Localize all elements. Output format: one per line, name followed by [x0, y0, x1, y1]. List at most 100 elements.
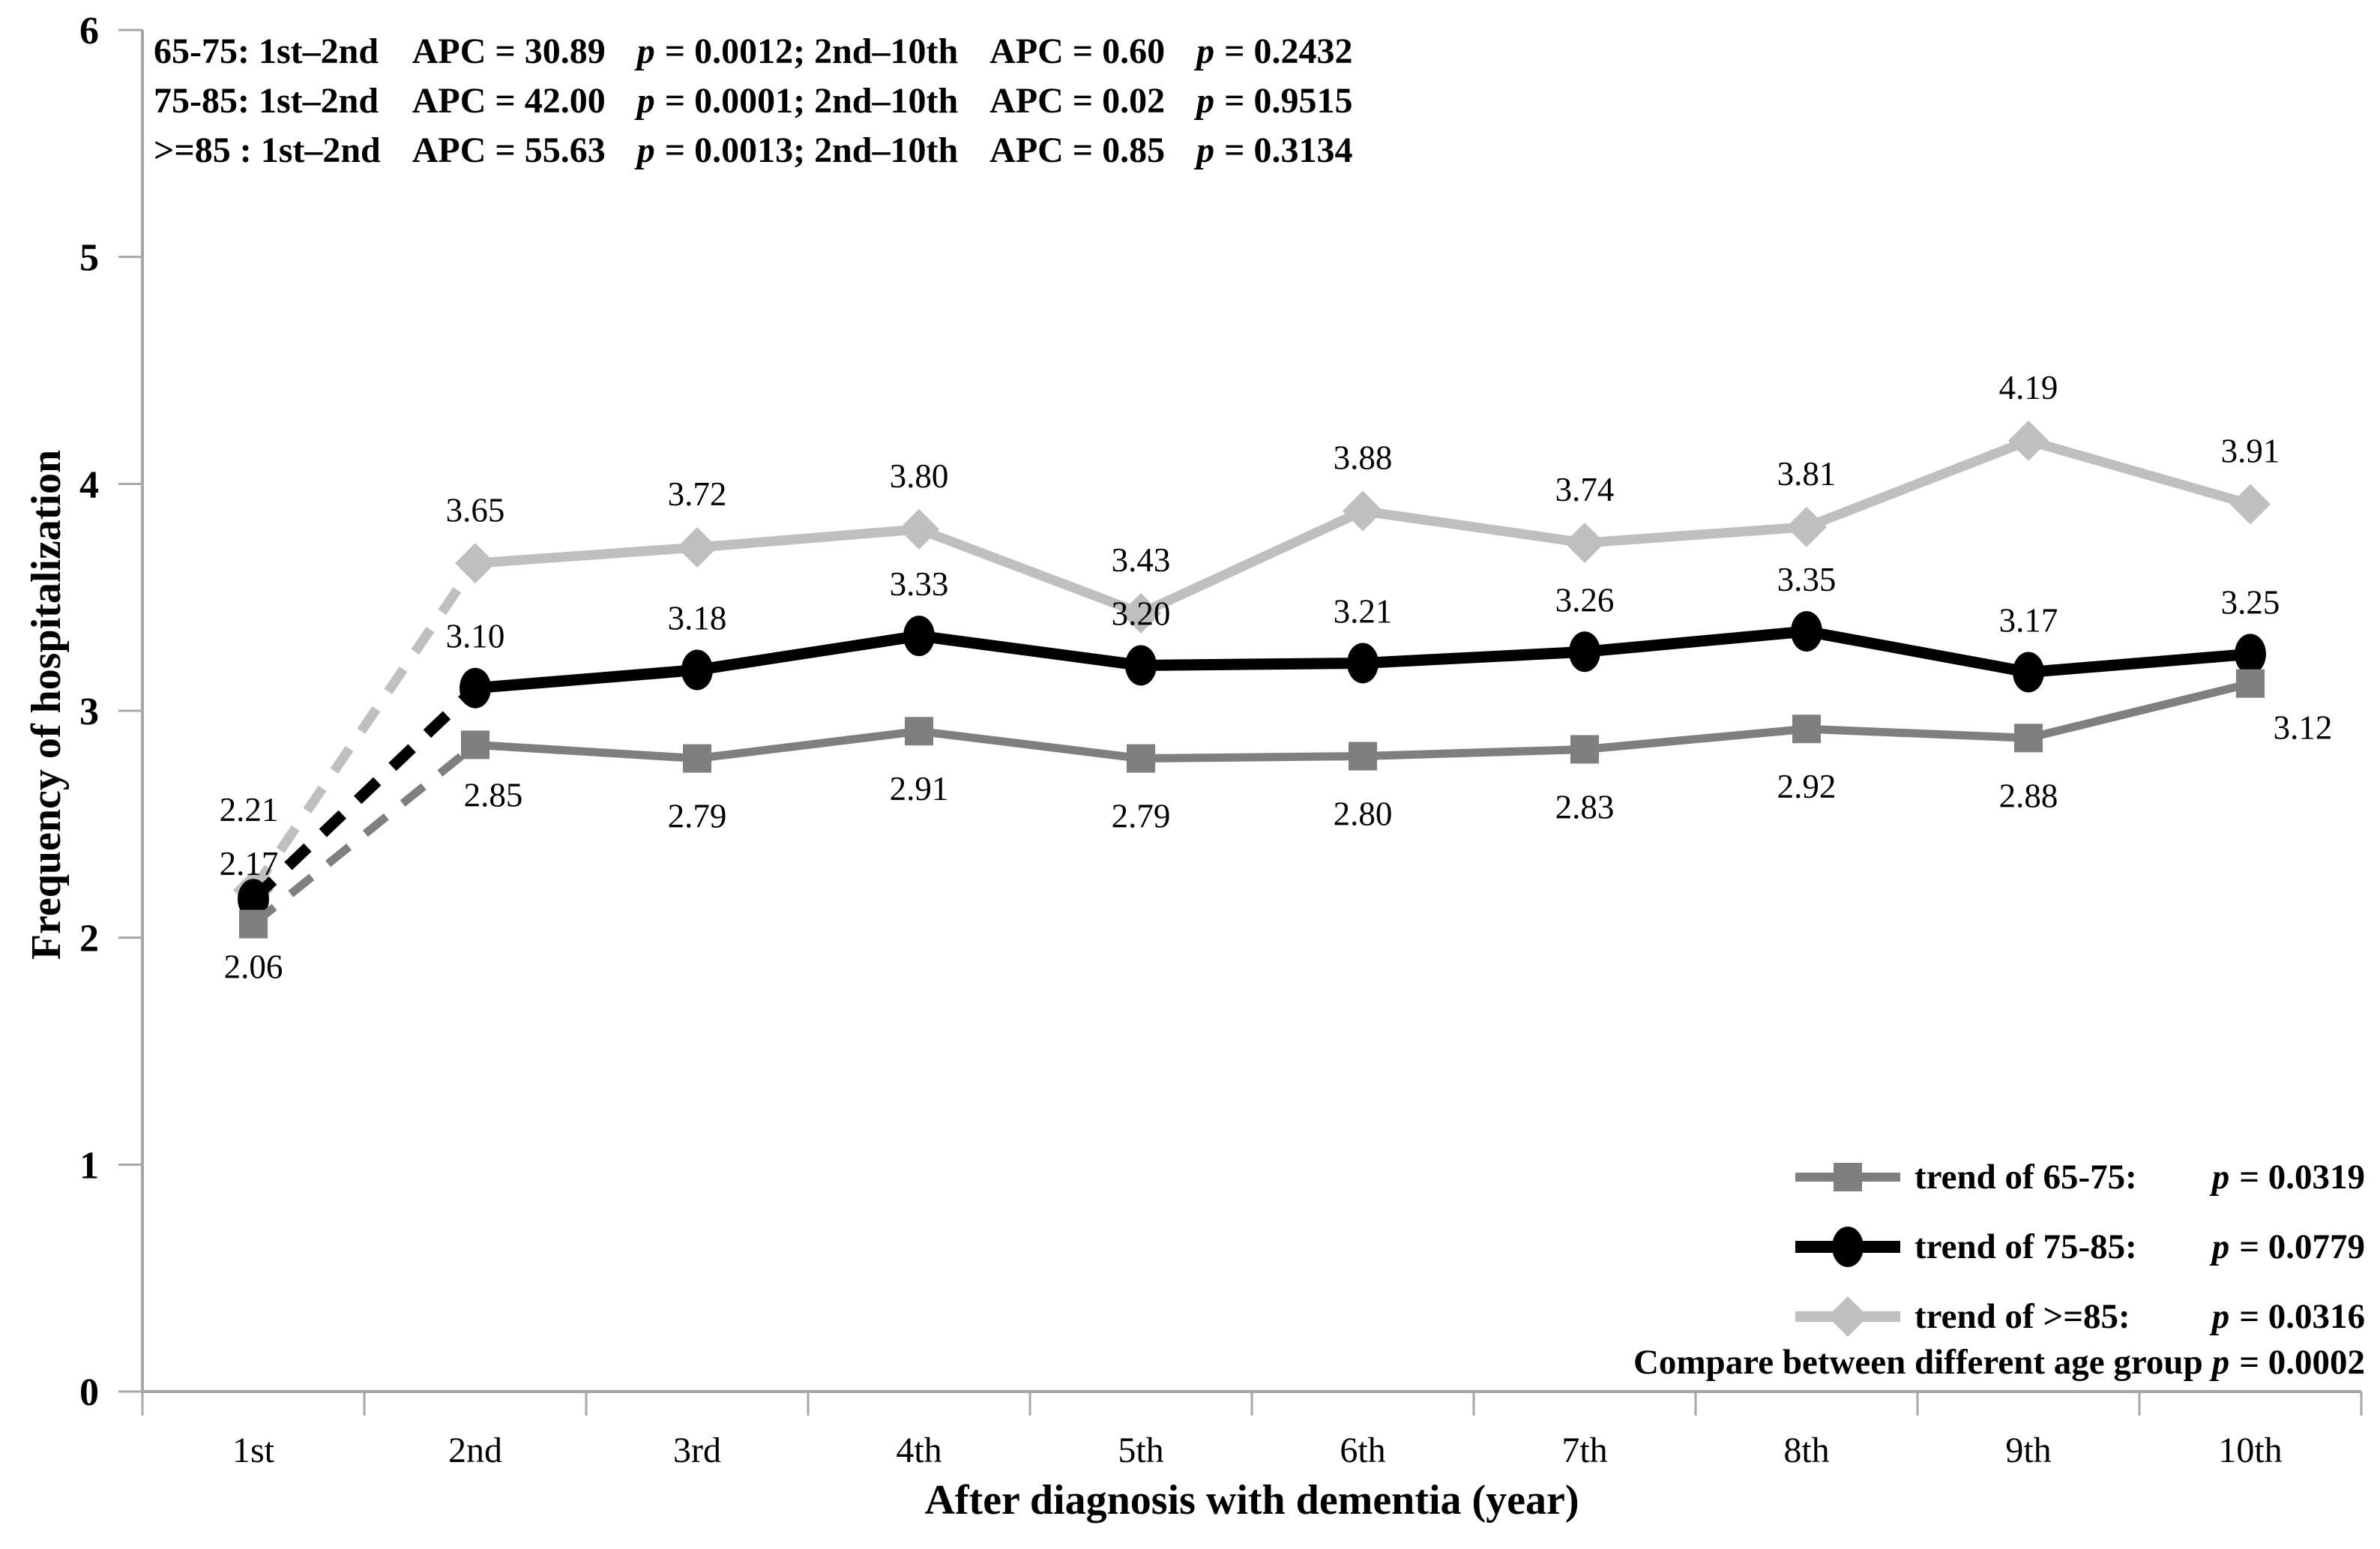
- point-label: 3.43: [1112, 541, 1171, 579]
- square-marker: [2014, 724, 2043, 753]
- stat-line-1-p1: p = 0.0012; 2nd–10th: [636, 31, 959, 71]
- stat-line-3-p2: p = 0.3134: [1196, 130, 1353, 170]
- point-label: 3.74: [1555, 471, 1615, 508]
- diamond-marker: [1121, 592, 1161, 634]
- stat-line-2-head: 75-85: 1st–2nd: [154, 81, 379, 121]
- square-marker: [461, 730, 489, 760]
- square-marker: [905, 717, 933, 746]
- point-label: 3.72: [668, 475, 727, 513]
- diamond-marker: [2230, 484, 2271, 525]
- point-label: 2.88: [1999, 777, 2058, 814]
- stat-line-3-p1: p = 0.0013; 2nd–10th: [636, 130, 959, 170]
- diamond-marker: [1564, 523, 1605, 564]
- legend-p-value: p = 0.0779: [2211, 1227, 2365, 1266]
- series-trend-of-65-75: [239, 669, 2265, 939]
- point-label: 4.19: [1999, 369, 2058, 406]
- circle-marker: [460, 667, 491, 709]
- legend-label: trend of 65-75:: [1914, 1158, 2137, 1197]
- y-tick-label: 4: [79, 463, 99, 506]
- diamond-marker: [455, 543, 495, 584]
- y-tick-label: 1: [79, 1144, 99, 1187]
- point-label: 3.35: [1777, 561, 1837, 598]
- stat-line-2-p1: p = 0.0001; 2nd–10th: [636, 81, 959, 121]
- legend-swatch-circle-icon: [1795, 1227, 1900, 1267]
- legend-label: trend of 75-85:: [1914, 1227, 2137, 1266]
- legend-circle-marker: [1832, 1227, 1864, 1267]
- legend-row-75-85: trend of 75-85: p = 0.0779: [1792, 1223, 2365, 1271]
- dashed-segment: [249, 684, 480, 903]
- y-tick-label: 3: [79, 691, 99, 733]
- circle-marker: [1125, 645, 1157, 686]
- stat-line-2-apc2: APC = 0.02: [989, 81, 1166, 121]
- x-tick-label: 5th: [1118, 1431, 1163, 1470]
- y-axis-title: Frequency of hospitalization: [23, 449, 70, 960]
- point-label: 3.18: [668, 600, 727, 637]
- x-tick-label: 2nd: [448, 1431, 502, 1470]
- compare-age-group-note: Compare between different age group p = 0.…: [1633, 1343, 2365, 1382]
- point-label: 3.88: [1334, 439, 1393, 477]
- point-label: 3.81: [1777, 455, 1837, 493]
- stat-line-3-apc1: APC = 55.63: [412, 130, 606, 170]
- diamond-marker: [2008, 420, 2049, 461]
- stat-line-2-apc1: APC = 42.00: [412, 81, 606, 121]
- stat-line-3-apc2: APC = 0.85: [989, 130, 1166, 170]
- diamond-marker: [1786, 506, 1827, 547]
- point-label: 3.25: [2221, 583, 2280, 621]
- stat-line-3-head: >=85 : 1st–2nd: [154, 130, 381, 170]
- diamond-marker: [899, 508, 939, 550]
- point-label: 3.80: [890, 457, 949, 495]
- stat-line-1-apc2: APC = 0.60: [989, 31, 1166, 71]
- legend-row-65-75: trend of 65-75: p = 0.0319: [1792, 1153, 2365, 1201]
- y-tick-label: 2: [79, 918, 99, 960]
- circle-marker: [2235, 634, 2266, 675]
- y-tick-label: 0: [79, 1371, 99, 1414]
- apc-annotation-block: 65-75: 1st–2nd APC = 30.89 p = 0.0012; 2n…: [154, 30, 1353, 172]
- x-tick-label: 7th: [1561, 1431, 1607, 1470]
- square-marker: [1127, 744, 1155, 773]
- circle-marker: [1347, 643, 1379, 684]
- series-trend-of-75-85: [238, 611, 2266, 920]
- point-label: 2.80: [1334, 795, 1393, 833]
- point-label: 2.85: [464, 776, 523, 813]
- point-label: 3.10: [446, 618, 505, 655]
- point-label: 3.12: [2274, 709, 2333, 747]
- point-label: 2.21: [220, 791, 279, 828]
- x-tick-label: 6th: [1340, 1431, 1385, 1470]
- legend-swatch-diamond-icon: [1795, 1296, 1900, 1337]
- square-marker: [1349, 742, 1377, 771]
- x-tick-label: 3rd: [673, 1431, 721, 1470]
- point-label: 2.79: [668, 798, 727, 835]
- stat-line-1-head: 65-75: 1st–2nd: [154, 31, 379, 71]
- point-label: 3.17: [1999, 602, 2058, 640]
- point-label: 2.92: [1777, 768, 1837, 805]
- legend-square-marker: [1834, 1163, 1862, 1191]
- dashed-segment: [249, 560, 480, 893]
- square-marker: [683, 744, 711, 773]
- x-tick-label: 8th: [1783, 1431, 1829, 1470]
- x-tick-label: 9th: [2005, 1431, 2051, 1470]
- stat-line-2-p2: p = 0.9515: [1196, 81, 1353, 121]
- square-marker: [1570, 735, 1599, 764]
- circle-marker: [681, 649, 713, 691]
- legend-row-ge85: trend of >=85: p = 0.0316: [1792, 1293, 2365, 1341]
- point-label: 3.26: [1555, 581, 1615, 619]
- square-marker: [1792, 715, 1821, 744]
- diamond-marker: [1343, 490, 1383, 532]
- y-tick-label: 5: [79, 237, 99, 280]
- diamond-marker: [677, 527, 717, 568]
- x-tick-label: 4th: [896, 1431, 942, 1470]
- point-label: 3.33: [890, 565, 949, 603]
- legend-swatch-square-icon: [1795, 1163, 1900, 1191]
- point-label: 2.91: [890, 770, 949, 807]
- legend-p-value: p = 0.0319: [2211, 1158, 2365, 1197]
- x-tick-label: 10th: [2218, 1431, 2282, 1470]
- circle-marker: [238, 879, 269, 920]
- circle-marker: [1569, 631, 1600, 673]
- stat-line-1-p2: p = 0.2432: [1196, 31, 1353, 71]
- legend-p-value: p = 0.0316: [2211, 1297, 2365, 1336]
- square-marker: [2236, 669, 2265, 698]
- x-axis-title: After diagnosis with dementia (year): [924, 1477, 1579, 1524]
- circle-marker: [1791, 611, 1822, 652]
